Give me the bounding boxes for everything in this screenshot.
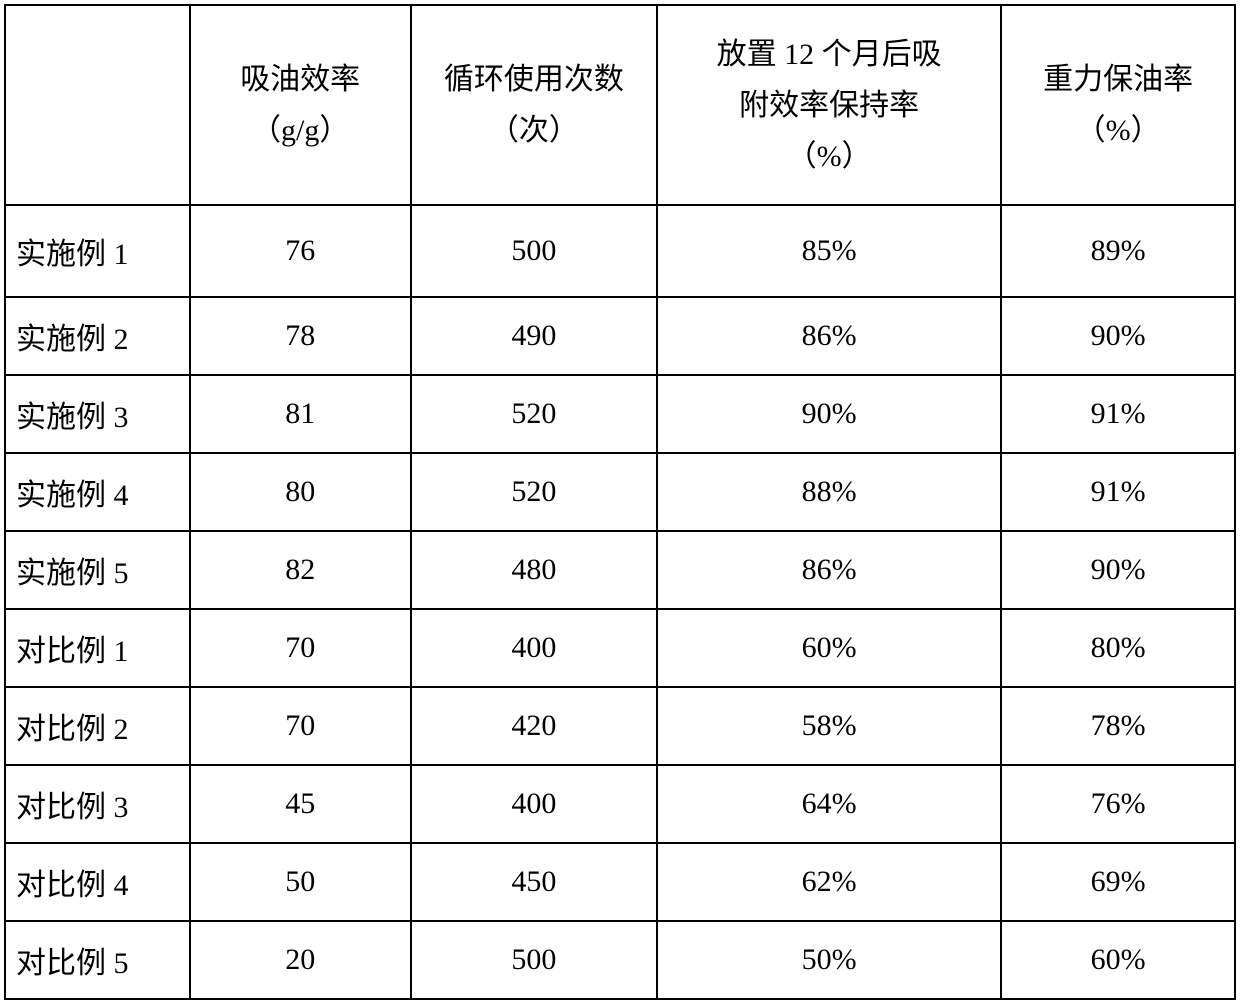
data-cell: 480 [411,531,657,609]
row-label: 对比例 2 [5,687,190,765]
data-cell: 500 [411,921,657,999]
data-cell: 76% [1001,765,1235,843]
data-cell: 520 [411,375,657,453]
data-table: 吸油效率 （g/g） 循环使用次数 （次） 放置 12 个月后吸 附效率保持率 … [4,4,1236,1000]
table-row: 对比例 1 70 400 60% 80% [5,609,1235,687]
data-cell: 400 [411,765,657,843]
data-cell: 500 [411,205,657,297]
table-row: 对比例 2 70 420 58% 78% [5,687,1235,765]
data-cell: 60% [657,609,1001,687]
data-cell: 90% [657,375,1001,453]
data-cell: 89% [1001,205,1235,297]
table-row: 对比例 5 20 500 50% 60% [5,921,1235,999]
data-cell: 91% [1001,375,1235,453]
data-cell: 90% [1001,531,1235,609]
header-line: 吸油效率 [240,63,360,96]
data-cell: 60% [1001,921,1235,999]
data-cell: 86% [657,297,1001,375]
data-cell: 62% [657,843,1001,921]
row-label: 对比例 5 [5,921,190,999]
data-cell: 90% [1001,297,1235,375]
data-cell: 70 [190,687,411,765]
data-cell: 450 [411,843,657,921]
header-line: （g/g） [251,114,349,147]
row-label: 实施例 2 [5,297,190,375]
table-row: 实施例 1 76 500 85% 89% [5,205,1235,297]
header-line: （%） [1076,114,1161,147]
data-cell: 82 [190,531,411,609]
data-cell: 78 [190,297,411,375]
table-row: 实施例 2 78 490 86% 90% [5,297,1235,375]
row-label: 对比例 1 [5,609,190,687]
table-row: 实施例 4 80 520 88% 91% [5,453,1235,531]
header-line: 放置 12 个月后吸 [717,38,942,71]
data-cell: 80 [190,453,411,531]
row-label: 实施例 5 [5,531,190,609]
data-cell: 76 [190,205,411,297]
header-line: （%） [787,140,872,173]
data-cell: 86% [657,531,1001,609]
data-cell: 400 [411,609,657,687]
row-label: 对比例 4 [5,843,190,921]
data-cell: 80% [1001,609,1235,687]
table-header-row: 吸油效率 （g/g） 循环使用次数 （次） 放置 12 个月后吸 附效率保持率 … [5,5,1235,205]
row-label: 实施例 3 [5,375,190,453]
data-cell: 64% [657,765,1001,843]
data-cell: 520 [411,453,657,531]
data-cell: 85% [657,205,1001,297]
header-line: 重力保油率 [1043,63,1193,96]
data-cell: 420 [411,687,657,765]
table-row: 对比例 3 45 400 64% 76% [5,765,1235,843]
data-cell: 88% [657,453,1001,531]
data-cell: 490 [411,297,657,375]
data-cell: 45 [190,765,411,843]
row-label: 对比例 3 [5,765,190,843]
data-cell: 91% [1001,453,1235,531]
header-line: 附效率保持率 [739,89,919,122]
data-cell: 50% [657,921,1001,999]
header-blank [5,5,190,205]
row-label: 实施例 4 [5,453,190,531]
data-cell: 70 [190,609,411,687]
header-line: 循环使用次数 [444,63,624,96]
header-gravity-oil-retention: 重力保油率 （%） [1001,5,1235,205]
data-cell: 20 [190,921,411,999]
table-body: 实施例 1 76 500 85% 89% 实施例 2 78 490 86% 90… [5,205,1235,999]
data-cell: 81 [190,375,411,453]
data-cell: 78% [1001,687,1235,765]
header-retention-rate-12-months: 放置 12 个月后吸 附效率保持率 （%） [657,5,1001,205]
table-row: 实施例 3 81 520 90% 91% [5,375,1235,453]
data-cell: 50 [190,843,411,921]
header-line: （次） [489,114,579,147]
table-row: 实施例 5 82 480 86% 90% [5,531,1235,609]
row-label: 实施例 1 [5,205,190,297]
table-row: 对比例 4 50 450 62% 69% [5,843,1235,921]
data-cell: 58% [657,687,1001,765]
header-cycle-count: 循环使用次数 （次） [411,5,657,205]
data-cell: 69% [1001,843,1235,921]
header-oil-absorption-efficiency: 吸油效率 （g/g） [190,5,411,205]
